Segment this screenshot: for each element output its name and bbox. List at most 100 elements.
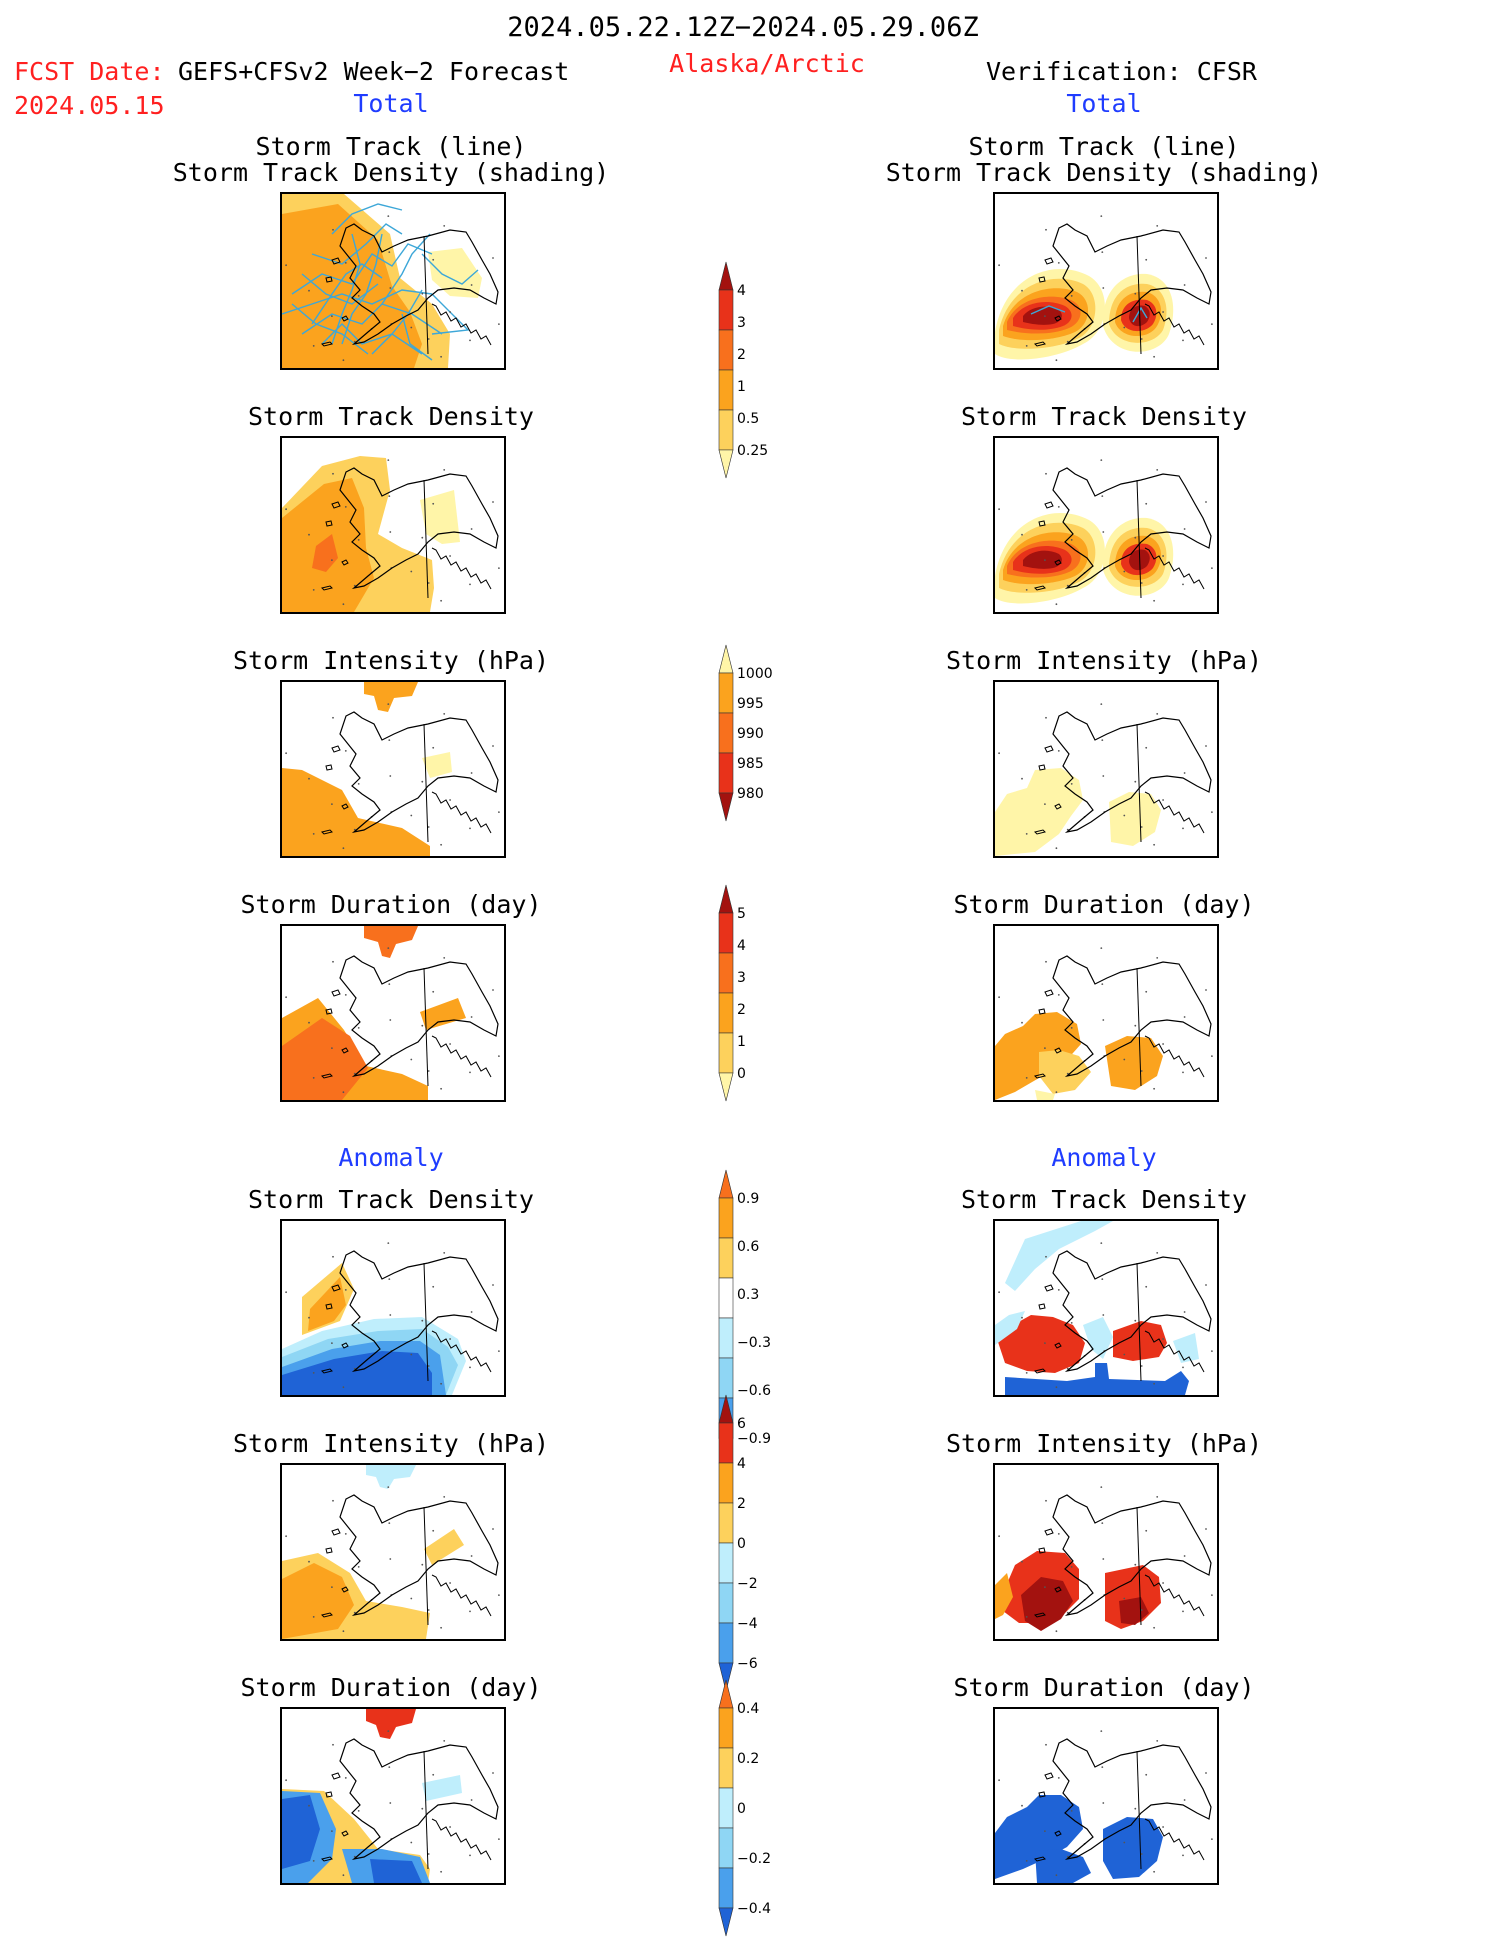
graticule-mark bbox=[440, 843, 442, 846]
storm-track-line bbox=[341, 233, 383, 345]
graticule-mark bbox=[1182, 1071, 1184, 1074]
island-outline bbox=[325, 1791, 333, 1798]
graticule-mark bbox=[1140, 1365, 1143, 1367]
graticule-mark bbox=[1025, 345, 1028, 347]
island-outline bbox=[331, 989, 341, 997]
graticule-mark bbox=[1211, 811, 1213, 813]
graticule-mark bbox=[427, 1853, 430, 1855]
graticule-mark bbox=[1205, 257, 1207, 259]
colorbar-segment bbox=[718, 1827, 734, 1869]
graticule-mark bbox=[1101, 1278, 1104, 1280]
graticule-mark bbox=[1057, 1777, 1060, 1779]
colorbar-tick-label: 990 bbox=[737, 726, 764, 742]
graticule-mark bbox=[312, 1860, 315, 1862]
fcst-date-label: FCST Date: bbox=[14, 57, 165, 86]
graticule-mark bbox=[1044, 1342, 1046, 1344]
shaded-region bbox=[995, 1573, 1013, 1619]
island-outline bbox=[331, 1284, 341, 1292]
graticule-mark bbox=[342, 1386, 345, 1389]
colorbar: 5 4 3 2 1 0 bbox=[718, 884, 798, 1107]
colorbar-tick-label: 0.25 bbox=[737, 443, 768, 459]
island-outline bbox=[321, 1368, 333, 1374]
island-outline bbox=[1044, 501, 1054, 509]
graticule-mark bbox=[1057, 994, 1060, 996]
graticule-mark bbox=[387, 703, 390, 705]
island-outline bbox=[1034, 341, 1046, 347]
graticule-mark bbox=[1205, 1284, 1207, 1286]
graticule-mark bbox=[388, 739, 391, 741]
graticule-mark bbox=[427, 582, 430, 584]
shaded-region bbox=[364, 682, 418, 712]
island-outline bbox=[1034, 585, 1046, 591]
colorbar-tick-label: −0.4 bbox=[737, 1901, 771, 1917]
shaded-region bbox=[282, 1795, 320, 1869]
coastline bbox=[1052, 1494, 1212, 1617]
panel-title: Storm Intensity (hPa) bbox=[232, 646, 550, 675]
colorbar-segment bbox=[718, 1622, 734, 1664]
graticule-mark bbox=[353, 584, 356, 587]
graticule-mark bbox=[498, 1594, 500, 1596]
island-outline bbox=[1044, 745, 1054, 753]
graticule-mark bbox=[1055, 359, 1058, 362]
graticule-mark bbox=[388, 1278, 391, 1280]
graticule-mark bbox=[1123, 1058, 1126, 1061]
graticule-mark bbox=[998, 1535, 1000, 1538]
graticule-mark bbox=[357, 1810, 360, 1812]
graticule-mark bbox=[388, 1766, 391, 1768]
graticule-mark bbox=[1183, 528, 1186, 530]
graticule-mark bbox=[389, 775, 392, 777]
map-canvas bbox=[995, 1221, 1213, 1395]
graticule-mark bbox=[389, 1314, 392, 1316]
graticule-mark bbox=[410, 326, 413, 329]
map-canvas bbox=[282, 1709, 500, 1883]
graticule-mark bbox=[1100, 215, 1103, 217]
graticule-mark bbox=[1066, 1611, 1069, 1614]
graticule-mark bbox=[331, 803, 333, 805]
island-outline bbox=[341, 1047, 349, 1054]
map-panel bbox=[280, 680, 506, 858]
graticule-mark bbox=[449, 1582, 451, 1584]
border-line bbox=[1136, 1262, 1142, 1382]
island-outline bbox=[341, 1586, 349, 1593]
colorbar-tick-label: 4 bbox=[737, 283, 746, 299]
coastline-southeast bbox=[1144, 303, 1205, 346]
region-label: Alaska/Arctic bbox=[669, 49, 865, 78]
graticule-mark bbox=[1134, 1319, 1137, 1322]
map-panel bbox=[993, 436, 1219, 614]
shaded-region bbox=[1173, 1333, 1199, 1363]
graticule-mark bbox=[1211, 323, 1213, 325]
graticule-mark bbox=[443, 1252, 446, 1254]
colorbar-tick-label: 1 bbox=[737, 379, 746, 395]
graticule-mark bbox=[421, 780, 424, 783]
graticule-mark bbox=[312, 345, 315, 347]
map-canvas bbox=[995, 215, 1213, 362]
graticule-mark bbox=[449, 1043, 451, 1045]
graticule-mark bbox=[1156, 1496, 1159, 1498]
graticule-mark bbox=[353, 1855, 356, 1858]
graticule-mark bbox=[344, 994, 347, 996]
anomaly-label-left: Anomaly bbox=[338, 1143, 444, 1172]
map-panel bbox=[993, 1707, 1219, 1885]
total-label-right: Total bbox=[1066, 89, 1142, 118]
island-outline bbox=[1038, 1791, 1046, 1798]
shaded-region bbox=[282, 1351, 432, 1395]
graticule-mark bbox=[1205, 1528, 1207, 1530]
storm-track-line bbox=[1030, 305, 1066, 315]
graticule-mark bbox=[353, 1072, 356, 1075]
colorbar-segment bbox=[718, 1787, 734, 1829]
graticule-mark bbox=[1134, 292, 1137, 295]
island-outline bbox=[1038, 764, 1046, 771]
graticule-mark bbox=[432, 502, 435, 505]
graticule-mark bbox=[1182, 1854, 1184, 1857]
graticule-mark bbox=[1101, 1766, 1104, 1768]
graticule-mark bbox=[1070, 1566, 1073, 1568]
border-line bbox=[423, 1750, 429, 1870]
graticule-mark bbox=[1070, 295, 1073, 297]
graticule-mark bbox=[1134, 1807, 1137, 1810]
graticule-mark bbox=[421, 536, 424, 539]
graticule-mark bbox=[470, 772, 473, 774]
graticule-mark bbox=[357, 1322, 360, 1324]
graticule-mark bbox=[1021, 289, 1023, 292]
map-canvas bbox=[995, 1730, 1213, 1883]
colorbar-tick-label: 0.2 bbox=[737, 1751, 759, 1767]
